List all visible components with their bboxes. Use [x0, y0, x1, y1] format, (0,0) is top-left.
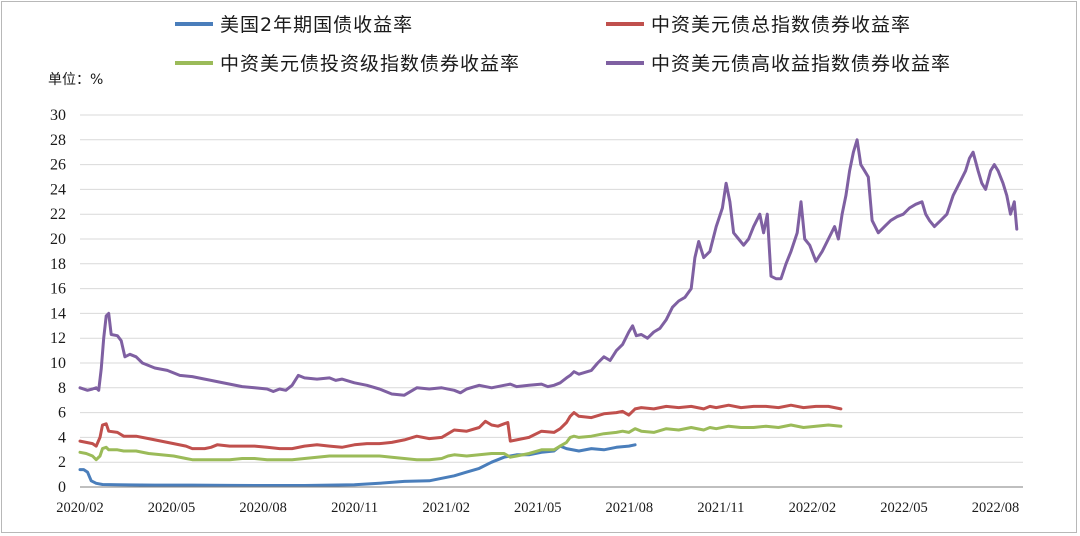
y-tick-label: 16 [50, 281, 66, 298]
y-tick-label: 12 [50, 330, 66, 347]
y-tick-label: 6 [58, 405, 66, 422]
x-tick-label: 2022/08 [972, 500, 1020, 516]
x-axis-ticks: 2020/02 2020/05 2020/08 2020/11 2021/02 2021/… [56, 500, 1019, 516]
y-tick-label: 0 [58, 479, 66, 496]
y-tick-label: 10 [50, 355, 66, 372]
y-tick-label: 4 [58, 429, 66, 446]
series-line-4 [78, 138, 1019, 397]
legend-label: 中资美元债总指数债券收益率 [651, 14, 911, 36]
y-tick-label: 24 [50, 181, 66, 198]
series-line-1 [78, 443, 637, 487]
series-lines [78, 138, 1019, 487]
x-tick-label: 2020/02 [56, 500, 104, 516]
legend-label: 美国2年期国债收益率 [220, 14, 413, 36]
y-tick-label: 30 [50, 107, 66, 124]
legend-label: 中资美元债高收益指数债券收益率 [651, 53, 951, 75]
x-tick-label: 2020/05 [148, 500, 196, 516]
x-tick-label: 2021/11 [697, 500, 744, 516]
series-line-2 [78, 403, 843, 451]
x-tick-label: 2022/05 [880, 500, 928, 516]
x-tick-label: 2020/11 [331, 500, 378, 516]
x-tick-label: 2020/08 [239, 500, 287, 516]
x-tick-label: 2021/08 [606, 500, 654, 516]
series-line-3 [78, 423, 843, 462]
x-tick-label: 2022/02 [789, 500, 837, 516]
y-tick-label: 20 [50, 231, 66, 248]
y-tick-label: 2 [58, 454, 66, 471]
unit-label: 单位：% [48, 72, 103, 88]
legend-label: 中资美元债投资级指数债券收益率 [220, 53, 520, 75]
y-tick-label: 28 [50, 132, 66, 149]
grid-lines [80, 114, 1023, 463]
y-tick-label: 8 [58, 380, 66, 397]
y-tick-label: 26 [50, 157, 66, 174]
y-tick-label: 14 [50, 305, 66, 322]
x-tick-label: 2021/05 [514, 500, 562, 516]
y-tick-label: 22 [50, 206, 66, 223]
y-tick-label: 18 [50, 256, 66, 273]
x-tick-label: 2021/02 [422, 500, 470, 516]
